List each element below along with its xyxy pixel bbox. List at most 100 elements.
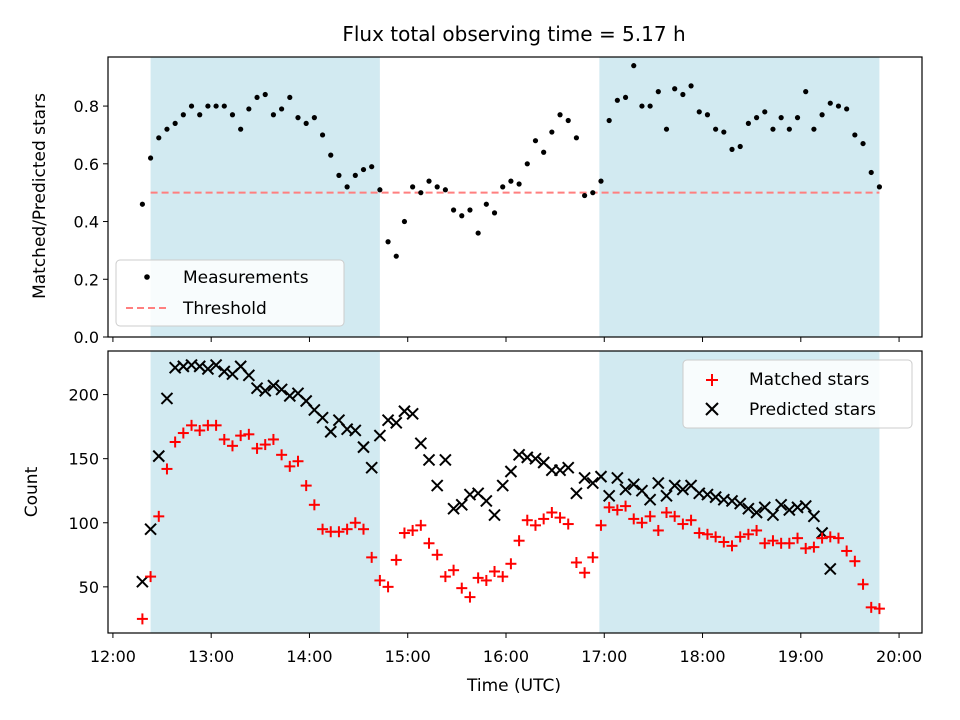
measurement-point [860, 140, 866, 147]
measurement-point [786, 126, 792, 132]
measurement-point [778, 115, 784, 121]
measurement-point [377, 187, 383, 193]
top-y-tick-label: 0.4 [74, 213, 99, 232]
predicted-star-point [357, 440, 370, 454]
bottom-x-axis-label: Time (UTC) [466, 676, 561, 696]
matched-star-point [153, 510, 165, 522]
matched-star-point [521, 514, 533, 526]
matched-star-point [267, 433, 279, 445]
predicted-star-point [652, 476, 665, 490]
matched-star-point [620, 500, 632, 512]
measurement-point [713, 126, 719, 132]
measurement-point [483, 201, 489, 207]
predicted-star-point [676, 483, 690, 496]
measurement-point [295, 115, 301, 121]
legend-predicted-label: Predicted stars [749, 400, 876, 420]
measurement-point [844, 106, 850, 112]
legend-measurements-marker [144, 274, 150, 280]
matched-star-point [726, 540, 738, 552]
matched-star-point [259, 439, 271, 451]
matched-star-point [611, 504, 623, 516]
matched-star-point [865, 601, 877, 613]
bottom-shaded-interval-0 [150, 351, 380, 633]
measurement-point [197, 112, 203, 118]
predicted-star-point [193, 360, 206, 373]
predicted-star-point [562, 461, 575, 474]
measurement-point [475, 230, 481, 236]
measurement-point [606, 117, 612, 124]
measurement-point [565, 117, 571, 124]
measurement-point [647, 103, 653, 109]
matched-star-point [423, 537, 435, 549]
matched-star-point [464, 591, 476, 603]
matched-star-point [366, 551, 378, 563]
predicted-star-point [242, 369, 256, 382]
measurement-point [434, 184, 440, 190]
matched-star-point [751, 524, 763, 536]
predicted-star-point [275, 383, 288, 396]
predicted-star-point [136, 575, 149, 588]
top-legend: Measurements Threshold [115, 259, 345, 327]
predicted-star-point [602, 489, 616, 503]
predicted-star-point [398, 405, 411, 418]
measurement-point [794, 115, 801, 121]
measurement-point [344, 184, 350, 190]
measurement-point [614, 97, 620, 103]
measurement-point [696, 109, 702, 115]
measurement-point [139, 201, 145, 207]
matched-star-point [800, 542, 812, 554]
matched-star-point [292, 455, 304, 467]
bottom-y-ticks: 50 100 150 200 [68, 386, 108, 597]
measurement-point [328, 152, 334, 158]
matched-star-point [349, 517, 361, 529]
measurement-point [418, 190, 424, 196]
measurement-point [188, 103, 195, 109]
predicted-star-point [512, 448, 526, 462]
matched-star-point [570, 557, 582, 568]
measurement-point [876, 184, 883, 190]
measurement-point [467, 207, 473, 213]
matched-star-point [685, 514, 697, 526]
matched-star-point [636, 517, 648, 529]
measurement-point [393, 253, 399, 259]
measurement-point [336, 172, 342, 178]
bottom-x-tick-label: 13:00 [188, 647, 234, 666]
predicted-star-point [742, 502, 755, 515]
measurement-point [180, 112, 186, 118]
bottom-x-tick-label: 12:00 [90, 647, 136, 666]
measurement-point [410, 184, 416, 190]
predicted-star-point [480, 494, 493, 508]
measurement-point [704, 112, 711, 118]
predicted-star-point [611, 471, 624, 485]
predicted-star-point [283, 389, 297, 403]
measurement-point [590, 190, 596, 196]
measurement-point [557, 112, 563, 118]
top-y-ticks: 0.0 0.2 0.4 0.6 0.8 [74, 97, 108, 347]
predicted-star-point [619, 483, 632, 496]
measurement-point [770, 126, 776, 132]
legend-threshold-label: Threshold [182, 299, 267, 319]
bottom-y-tick-label: 200 [68, 386, 99, 405]
matched-star-point [448, 564, 460, 576]
bottom-x-tick-label: 18:00 [679, 647, 725, 666]
measurement-point [663, 126, 670, 132]
matched-star-point [284, 460, 296, 472]
predicted-star-point [799, 499, 812, 513]
measurement-point [582, 192, 588, 199]
measurement-point [688, 83, 694, 89]
measurement-point [524, 161, 530, 167]
measurement-point [491, 210, 498, 216]
predicted-star-point [439, 453, 452, 467]
measurement-point [680, 91, 686, 98]
top-x-ticks [112, 337, 900, 342]
measurement-point [229, 112, 236, 118]
matched-star-point [783, 537, 795, 549]
bottom-x-tick-label: 20:00 [876, 647, 922, 666]
measurement-point [172, 120, 178, 126]
predicted-star-point [504, 465, 518, 478]
matched-star-point [415, 519, 427, 531]
measurement-point [442, 187, 448, 193]
bottom-x-ticks: 12:00 13:00 14:00 15:00 16:00 17:00 18:00 19:00… [90, 633, 922, 666]
predicted-star-point [774, 498, 788, 512]
